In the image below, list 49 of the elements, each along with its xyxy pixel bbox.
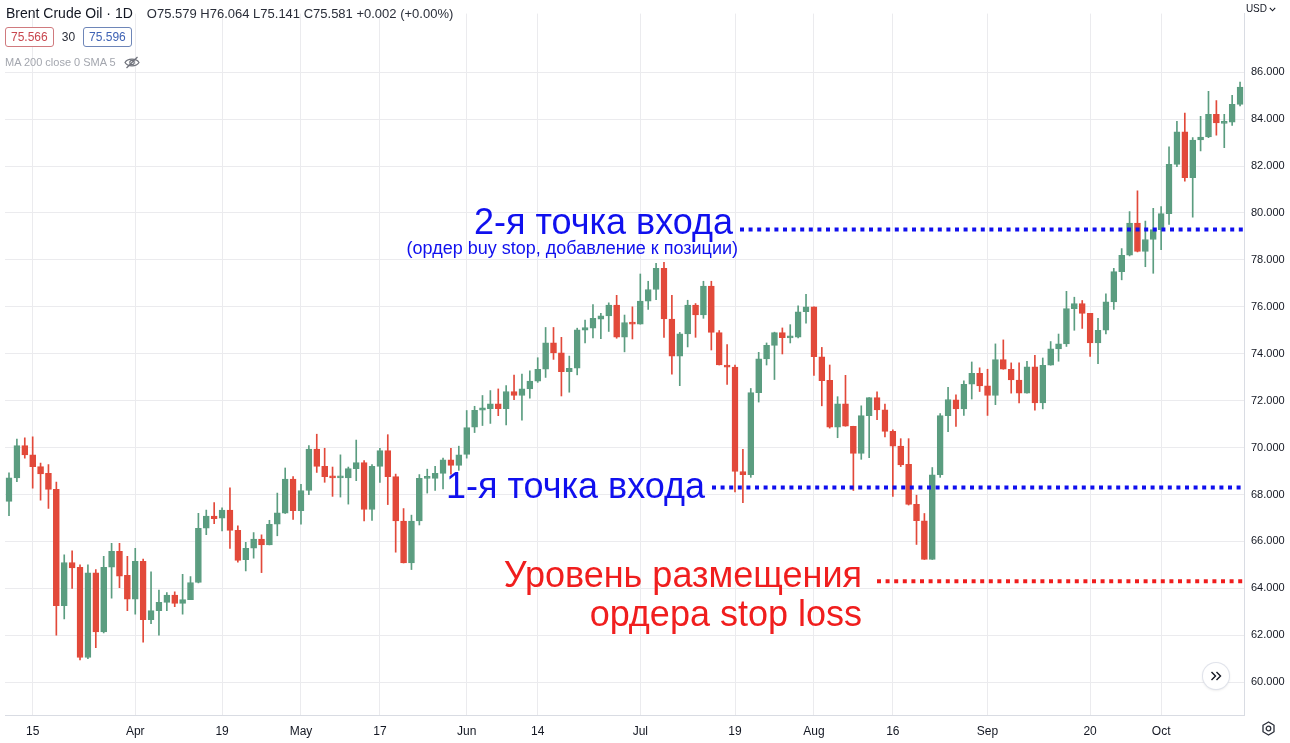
candlestick — [352, 439, 360, 481]
candlestick — [1220, 113, 1228, 148]
y-tick-label: 82.000 — [1251, 159, 1285, 172]
y-tick-label: 72.000 — [1251, 393, 1285, 406]
y-tick-label: 74.000 — [1251, 346, 1285, 359]
candlestick — [423, 468, 431, 494]
y-tick-label: 84.000 — [1251, 112, 1285, 125]
y-tick-label: 78.000 — [1251, 252, 1285, 265]
annotation: MA 200 close 0 SMA 5 — [5, 55, 116, 69]
ref-line-label: Уровень размещения ордера stop loss — [503, 553, 862, 634]
x-tick-label: Jun — [457, 723, 477, 738]
x-tick-label: 14 — [531, 723, 545, 738]
y-tick-label: 70.000 — [1251, 440, 1285, 453]
y-tick-label: 60.000 — [1251, 675, 1285, 688]
x-tick-label: Jul — [632, 723, 648, 738]
x-tick-label: 15 — [25, 723, 40, 738]
x-tick-label: Aug — [803, 723, 825, 738]
x-tick-label: Apr — [125, 723, 145, 738]
x-tick-label: 17 — [373, 723, 387, 738]
y-tick-label: 80.000 — [1251, 206, 1285, 219]
x-tick-label: 20 — [1083, 723, 1098, 738]
y-tick-label: 62.000 — [1251, 628, 1285, 641]
x-tick-label: 19 — [728, 723, 742, 738]
y-tick-label: 68.000 — [1251, 487, 1285, 500]
y-axis-title: USD — [1245, 3, 1267, 15]
annotation: 75.596 — [83, 27, 132, 47]
candlestick — [1149, 207, 1157, 274]
candlestick — [597, 313, 605, 340]
x-tick-label: 16 — [886, 723, 900, 738]
chart-title: Brent Crude Oil · 1D — [6, 5, 133, 22]
x-tick-label: May — [289, 723, 313, 738]
candlestick — [581, 319, 589, 344]
candlestick — [510, 374, 518, 401]
x-tick-label: Sep — [976, 723, 999, 738]
candlestick — [802, 294, 810, 324]
candlestick — [565, 355, 573, 393]
chart-subtitle: O75.579 H76.064 L75.141 C75.581 +0.002 (+0.00%) — [146, 5, 454, 22]
candlestick — [29, 436, 36, 489]
x-tick-label: 19 — [215, 723, 230, 738]
candlestick — [494, 388, 502, 416]
annotation: 75.566 — [5, 27, 54, 47]
annotation: 30 — [61, 30, 76, 44]
ref-line-label: 1-я точка входа — [445, 464, 705, 506]
y-tick-label: 64.000 — [1251, 581, 1285, 594]
y-tick-label: 76.000 — [1251, 299, 1285, 312]
candlestick — [431, 466, 439, 491]
y-tick-label: 86.000 — [1251, 65, 1285, 78]
x-tick-label: Oct — [1151, 723, 1172, 738]
y-tick-label: 66.000 — [1251, 534, 1285, 547]
